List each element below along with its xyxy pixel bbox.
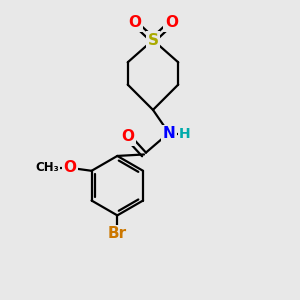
Text: Br: Br (108, 226, 127, 241)
Text: S: S (148, 32, 158, 47)
Text: H: H (179, 127, 190, 141)
Text: O: O (121, 129, 134, 144)
Text: N: N (163, 126, 176, 141)
Text: O: O (64, 160, 77, 175)
Text: O: O (128, 15, 141, 30)
Text: O: O (165, 15, 178, 30)
Text: CH₃: CH₃ (35, 161, 59, 174)
